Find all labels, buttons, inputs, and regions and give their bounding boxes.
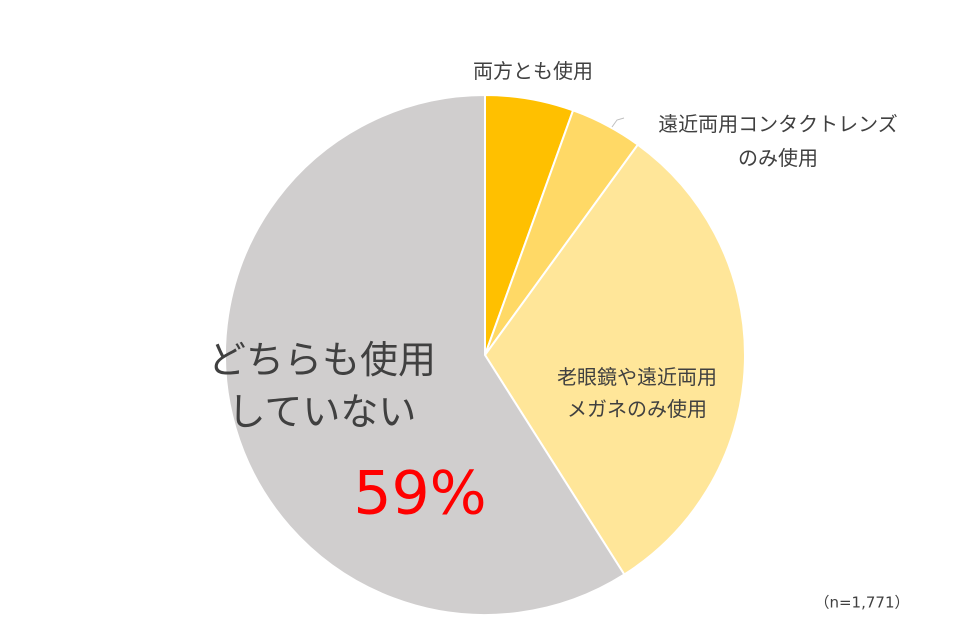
slice-label: 老眼鏡や遠近両用メガネのみ使用 bbox=[557, 365, 717, 421]
pie-slice bbox=[483, 143, 746, 576]
slice-label: どちらも使用していない bbox=[208, 338, 436, 434]
sample-note: （n=1,771） bbox=[814, 594, 909, 612]
slice-label: 遠近両用コンタクトレンズのみ使用 bbox=[658, 112, 898, 170]
leader-line bbox=[611, 117, 625, 128]
pie-slice bbox=[224, 93, 626, 616]
value-label: 59% bbox=[353, 459, 486, 529]
slice-label: 両方とも使用 bbox=[473, 59, 593, 83]
